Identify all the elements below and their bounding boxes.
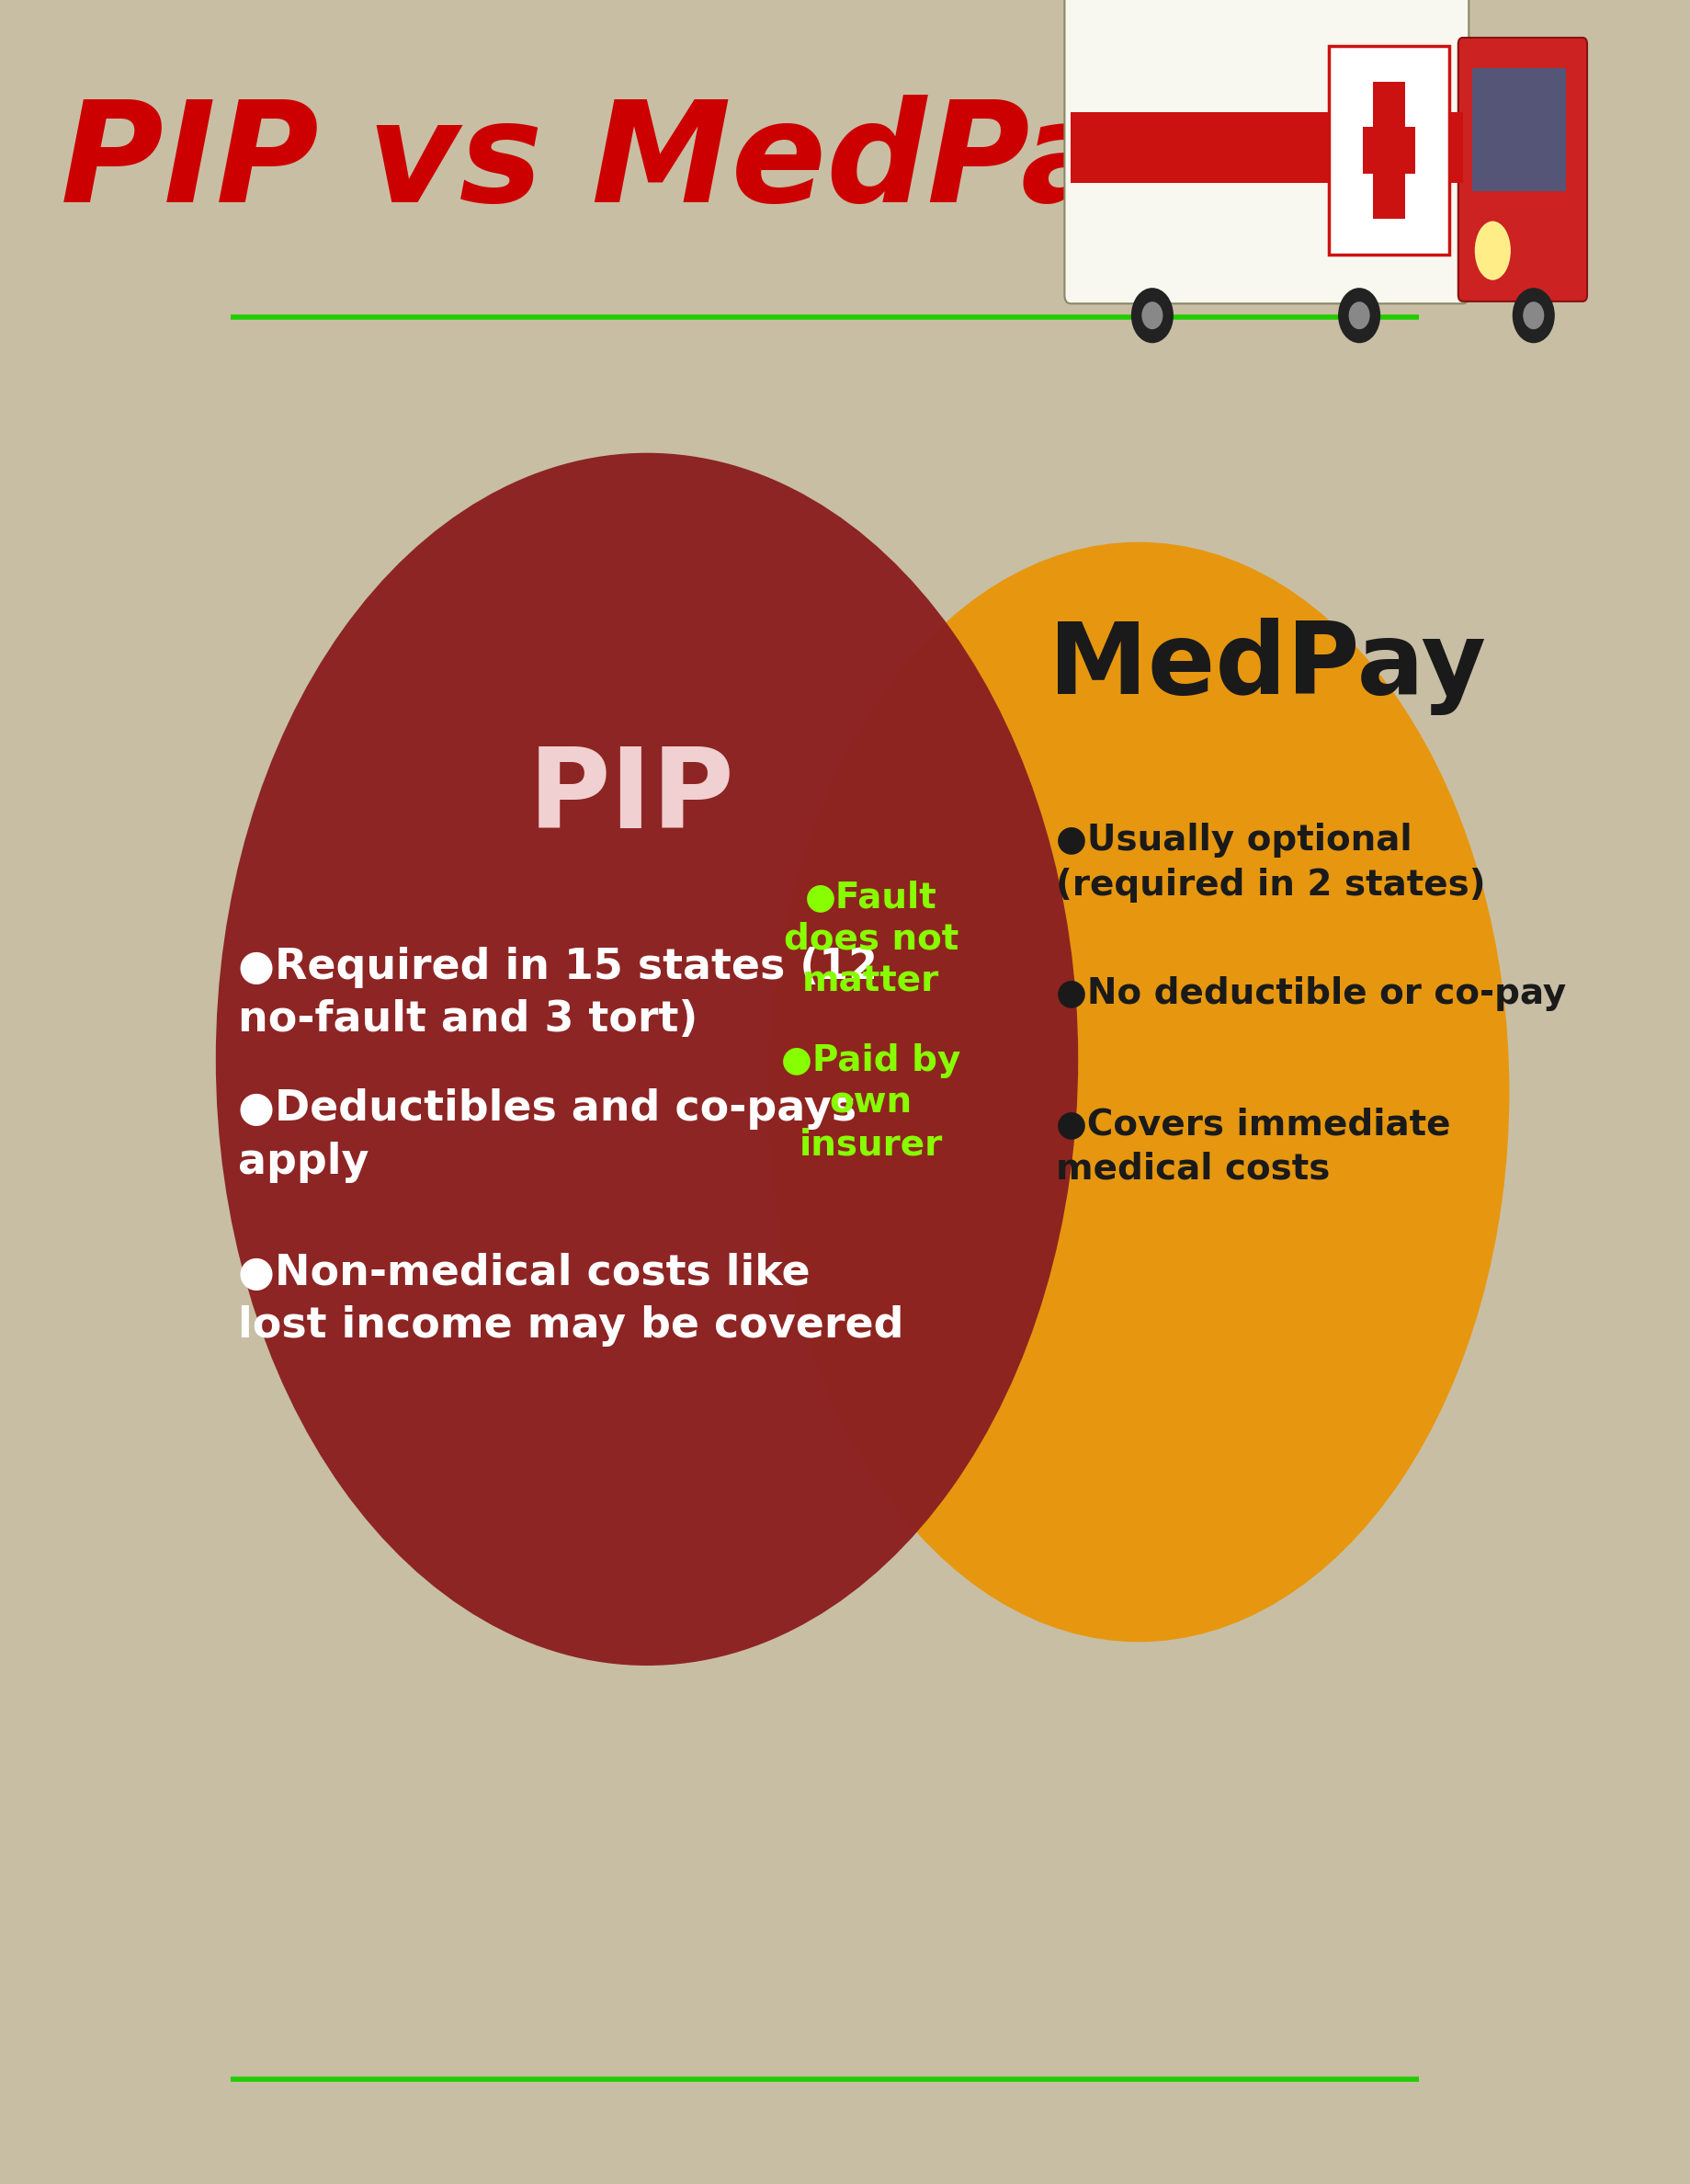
Ellipse shape	[1131, 288, 1173, 343]
Bar	[1070, 111, 1462, 183]
FancyBboxPatch shape	[1457, 37, 1587, 301]
Bar	[1372, 83, 1404, 218]
Text: ●Usually optional
(required in 2 states): ●Usually optional (required in 2 states)	[1055, 823, 1484, 902]
Ellipse shape	[1141, 301, 1163, 330]
FancyBboxPatch shape	[1328, 46, 1448, 256]
Ellipse shape	[1523, 301, 1543, 330]
Text: ●Covers immediate
medical costs: ●Covers immediate medical costs	[1055, 1107, 1450, 1186]
Ellipse shape	[1511, 288, 1553, 343]
Text: PIP vs MedPay: PIP vs MedPay	[61, 94, 1202, 234]
Text: PIP: PIP	[529, 743, 735, 852]
Text: ●Required in 15 states (12
no-fault and 3 tort): ●Required in 15 states (12 no-fault and …	[238, 946, 877, 1042]
Text: ●No deductible or co-pay: ●No deductible or co-pay	[1055, 976, 1565, 1011]
Ellipse shape	[767, 542, 1509, 1642]
Text: ●Paid by
own
insurer: ●Paid by own insurer	[781, 1044, 960, 1162]
Text: ●Fault
does not
matter: ●Fault does not matter	[782, 880, 958, 998]
Bar	[1362, 127, 1415, 173]
Ellipse shape	[1337, 288, 1379, 343]
Ellipse shape	[1349, 301, 1369, 330]
Ellipse shape	[1474, 221, 1509, 280]
Text: MedPay: MedPay	[1048, 618, 1486, 714]
FancyBboxPatch shape	[1065, 0, 1469, 304]
Text: ●Deductibles and co-pays
apply: ●Deductibles and co-pays apply	[238, 1088, 857, 1184]
Bar	[1472, 68, 1565, 192]
Ellipse shape	[216, 452, 1078, 1666]
Text: ●Non-medical costs like
lost income may be covered: ●Non-medical costs like lost income may …	[238, 1251, 904, 1348]
